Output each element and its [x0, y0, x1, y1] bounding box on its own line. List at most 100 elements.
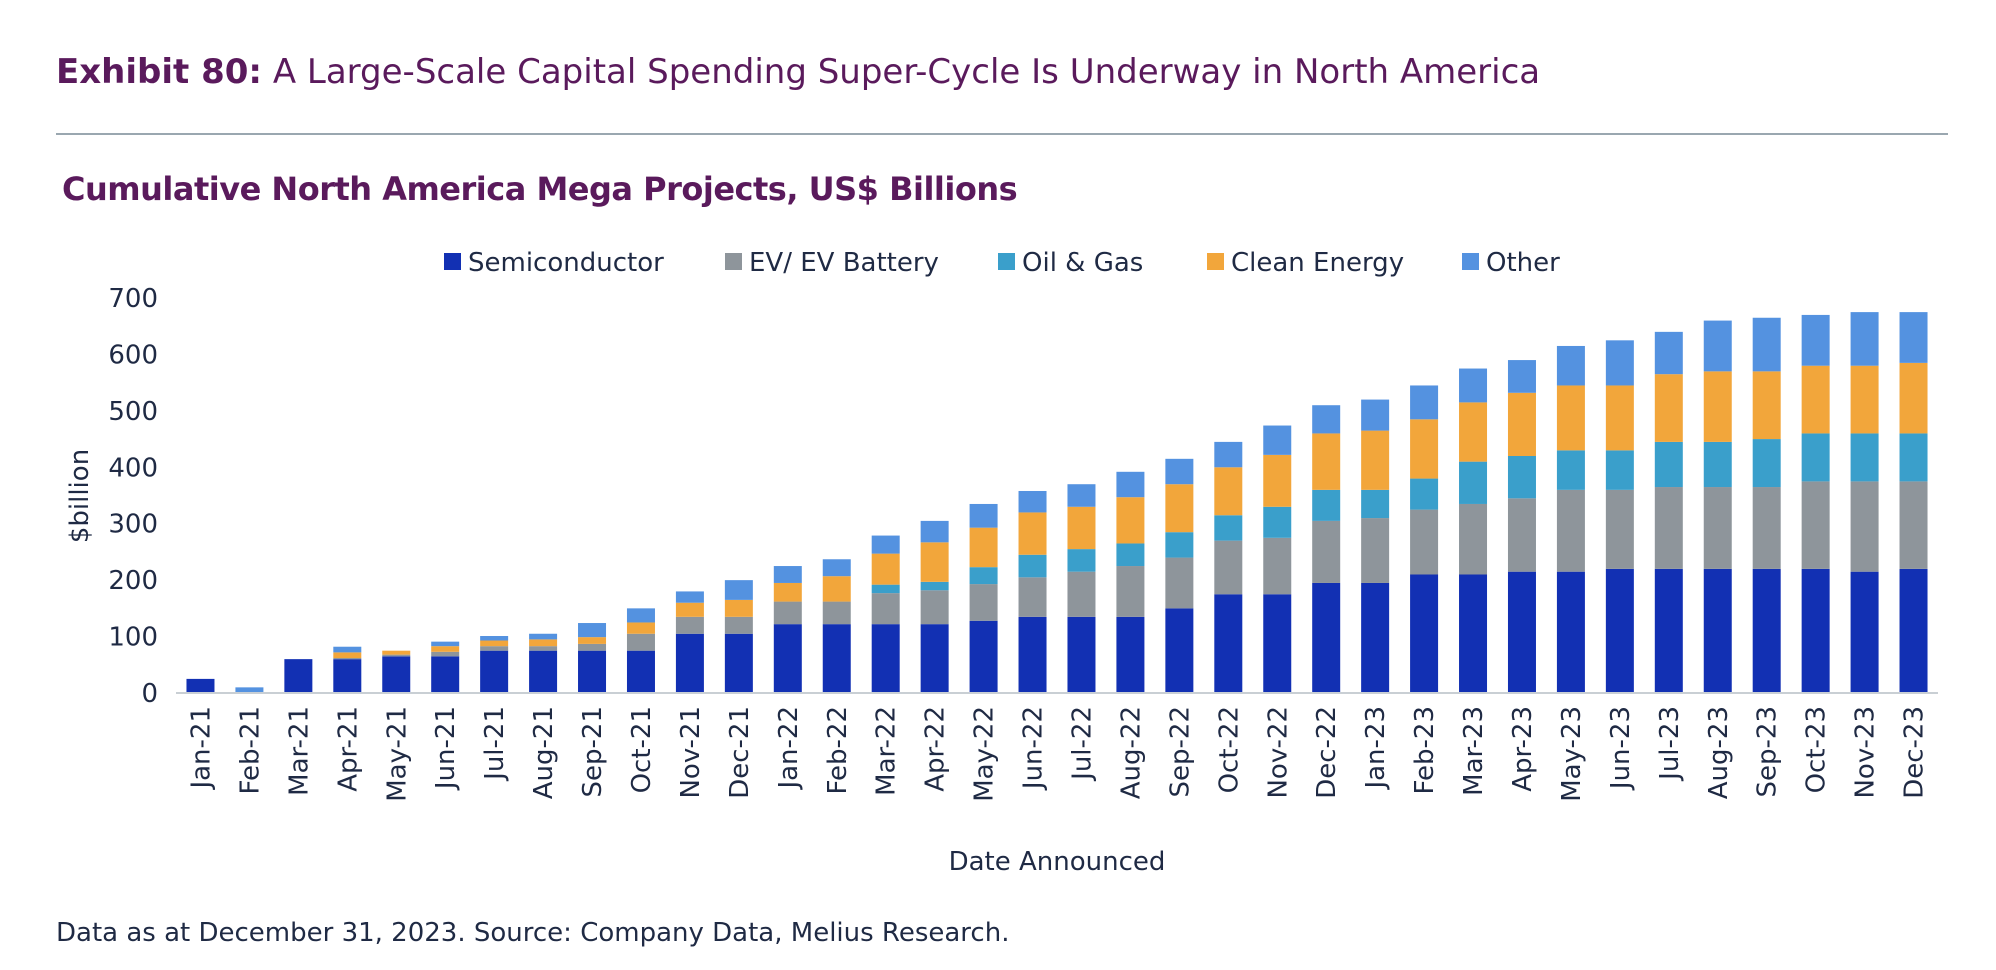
bar-semiconductor-jul-21: [480, 650, 509, 693]
bar-other-dec-23: [1899, 312, 1928, 363]
x-tick-label: Jun-22: [1019, 706, 1049, 791]
bar-oil-gas-jul-23: [1654, 441, 1683, 488]
bar-ev-ev-battery-oct-23: [1801, 481, 1830, 569]
bar-ev-ev-battery-mar-22: [871, 593, 900, 625]
legend-label-semiconductor: Semiconductor: [468, 248, 664, 278]
bar-oil-gas-may-22: [969, 567, 998, 585]
bar-ev-ev-battery-dec-21: [724, 616, 753, 634]
y-tick-label: 600: [108, 340, 158, 370]
bar-semiconductor-jan-21: [186, 678, 215, 693]
x-tick-label: Feb-21: [235, 706, 265, 795]
bar-other-may-22: [969, 503, 998, 528]
x-tick-label: Sep-21: [578, 706, 608, 797]
bar-ev-ev-battery-aug-22: [1116, 566, 1145, 617]
y-tick-label: 200: [108, 566, 158, 596]
bar-semiconductor-jun-23: [1605, 568, 1634, 693]
bar-clean-energy-oct-23: [1801, 365, 1830, 434]
bar-ev-ev-battery-oct-21: [626, 633, 655, 651]
bar-semiconductor-sep-22: [1165, 608, 1194, 693]
bar-ev-ev-battery-apr-22: [920, 590, 949, 625]
bar-oil-gas-feb-23: [1410, 478, 1439, 510]
bar-ev-ev-battery-dec-22: [1312, 520, 1341, 583]
bar-other-oct-21: [626, 608, 655, 623]
bar-clean-energy-sep-22: [1165, 484, 1194, 533]
x-tick-label: May-23: [1557, 706, 1587, 802]
bar-other-aug-22: [1116, 471, 1145, 498]
bar-ev-ev-battery-jul-21: [480, 646, 509, 651]
bar-ev-ev-battery-jul-22: [1067, 571, 1096, 617]
bar-oil-gas-dec-22: [1312, 489, 1341, 521]
legend-swatch-ev-ev-battery: [725, 253, 742, 270]
bar-semiconductor-mar-22: [871, 624, 900, 693]
legend-label-clean-energy: Clean Energy: [1231, 248, 1404, 278]
bar-semiconductor-oct-21: [626, 650, 655, 693]
x-tick-label: Feb-22: [823, 706, 853, 795]
bar-other-jul-21: [480, 636, 509, 641]
bar-oil-gas-nov-22: [1263, 506, 1292, 538]
bar-semiconductor-mar-23: [1459, 574, 1488, 693]
bar-ev-ev-battery-nov-21: [675, 616, 704, 634]
bar-ev-ev-battery-sep-22: [1165, 557, 1194, 609]
bar-ev-ev-battery-apr-23: [1507, 498, 1536, 572]
bar-clean-energy-dec-23: [1899, 362, 1928, 434]
bar-clean-energy-jul-23: [1654, 374, 1683, 442]
source-footnote: Data as at December 31, 2023. Source: Co…: [56, 918, 1010, 948]
bar-other-sep-22: [1165, 458, 1194, 485]
bar-clean-energy-aug-22: [1116, 497, 1145, 544]
bar-semiconductor-nov-21: [675, 633, 704, 693]
bar-ev-ev-battery-jan-23: [1361, 518, 1390, 583]
legend-swatch-oil-gas: [998, 253, 1015, 270]
bar-other-jan-23: [1361, 399, 1390, 431]
bar-semiconductor-feb-23: [1410, 574, 1439, 693]
bar-semiconductor-dec-22: [1312, 582, 1341, 693]
bar-clean-energy-mar-23: [1459, 402, 1488, 462]
x-tick-label: Jul-21: [480, 706, 510, 782]
y-tick-label: 700: [108, 284, 158, 314]
legend-label-ev-ev-battery: EV/ EV Battery: [749, 248, 939, 278]
legend-swatch-other: [1462, 253, 1479, 270]
bar-other-nov-23: [1850, 312, 1879, 366]
bar-clean-energy-may-21: [382, 650, 411, 655]
bar-oil-gas-sep-22: [1165, 532, 1194, 558]
bar-other-oct-23: [1801, 314, 1830, 366]
bar-other-apr-21: [333, 646, 362, 653]
bar-semiconductor-oct-23: [1801, 568, 1830, 693]
bar-other-apr-22: [920, 520, 949, 543]
x-tick-label: Sep-23: [1753, 706, 1783, 797]
bar-oil-gas-jun-23: [1605, 450, 1634, 490]
bar-oil-gas-aug-23: [1703, 441, 1732, 488]
bar-oil-gas-may-23: [1556, 450, 1585, 490]
bar-ev-ev-battery-may-21: [382, 654, 411, 657]
bar-other-sep-23: [1752, 317, 1781, 372]
title-divider: [56, 133, 1948, 135]
bar-semiconductor-oct-22: [1214, 594, 1243, 693]
exhibit-title: Exhibit 80: A Large-Scale Capital Spendi…: [56, 52, 1540, 92]
bar-clean-energy-sep-21: [578, 637, 607, 644]
y-tick-label: 400: [108, 453, 158, 483]
bar-clean-energy-jun-23: [1605, 385, 1634, 451]
bar-semiconductor-sep-23: [1752, 568, 1781, 693]
bar-semiconductor-apr-21: [333, 659, 362, 693]
bar-oil-gas-dec-23: [1899, 433, 1928, 482]
bar-other-may-23: [1556, 345, 1585, 386]
bar-other-feb-21: [235, 687, 264, 693]
legend-swatch-semiconductor: [444, 253, 461, 270]
bar-oil-gas-sep-23: [1752, 439, 1781, 488]
bar-other-jul-22: [1067, 484, 1096, 507]
bar-ev-ev-battery-may-23: [1556, 489, 1585, 572]
bar-semiconductor-mar-21: [284, 659, 313, 693]
bar-ev-ev-battery-oct-22: [1214, 540, 1243, 595]
bar-semiconductor-sep-21: [578, 650, 607, 693]
exhibit-title-text: A Large-Scale Capital Spending Super-Cyc…: [262, 52, 1541, 92]
x-tick-label: Feb-23: [1410, 706, 1440, 795]
bar-other-feb-23: [1410, 385, 1439, 420]
bar-semiconductor-nov-23: [1850, 571, 1879, 693]
bar-ev-ev-battery-jul-23: [1654, 487, 1683, 569]
x-tick-label: Jun-23: [1606, 706, 1636, 791]
x-tick-label: Aug-22: [1116, 706, 1146, 799]
bar-clean-energy-may-23: [1556, 385, 1585, 451]
chart-title: Cumulative North America Mega Projects, …: [62, 170, 1018, 208]
bar-clean-energy-nov-22: [1263, 454, 1292, 507]
legend-swatch-clean-energy: [1207, 253, 1224, 270]
y-tick-label: 0: [141, 679, 158, 709]
